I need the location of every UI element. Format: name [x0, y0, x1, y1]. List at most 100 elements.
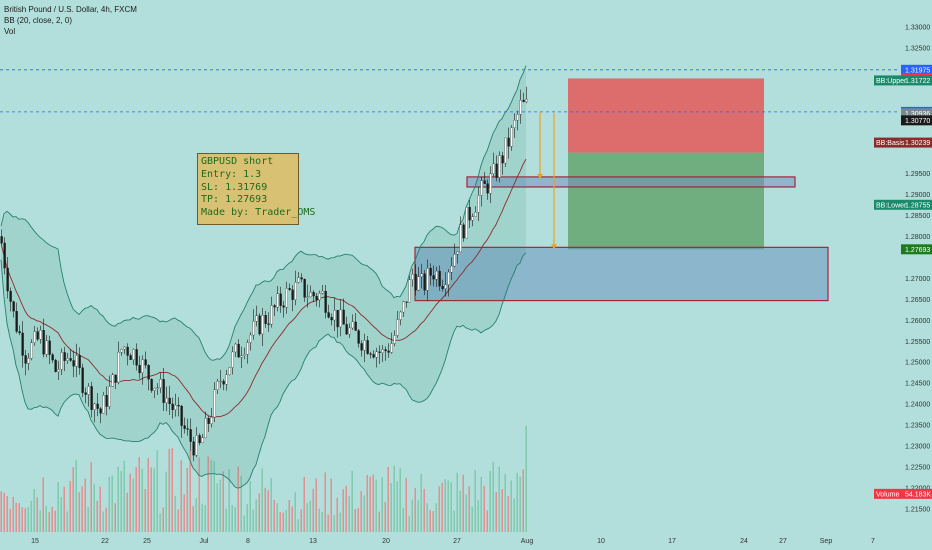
candle-body: [477, 195, 480, 213]
candle-body: [186, 428, 189, 430]
volume-bar: [321, 511, 323, 532]
volume-bar: [234, 507, 236, 532]
volume-bars: [0, 425, 527, 532]
candle-body: [60, 352, 63, 370]
price-tick-label: 1.26000: [905, 318, 930, 325]
time-tick-label: 27: [779, 538, 787, 545]
volume-bar: [294, 492, 296, 532]
candle-body: [396, 319, 399, 336]
symbol-title[interactable]: British Pound / U.S. Dollar, 4h, FXCM: [4, 5, 137, 14]
candle-body: [39, 330, 42, 340]
candle-body: [363, 340, 366, 351]
volume-indicator-label[interactable]: Vol: [4, 27, 16, 36]
volume-bar: [57, 482, 59, 532]
trade-note: GBPUSD short Entry: 1.3 SL: 1.31769 TP: …: [197, 153, 315, 225]
volume-bar: [510, 480, 512, 532]
volume-bar: [459, 490, 461, 532]
candle-body: [126, 346, 129, 356]
volume-bar: [330, 478, 332, 532]
candle-body: [6, 267, 9, 292]
upper-band: [0, 65, 527, 361]
candle-body: [225, 374, 228, 385]
candle-body: [12, 301, 15, 312]
volume-bar: [72, 467, 74, 532]
volume-bar: [411, 499, 413, 532]
candle-body: [468, 206, 471, 221]
candle-body: [288, 288, 291, 290]
volume-bar: [18, 503, 20, 532]
price-tick-label: 1.27000: [905, 276, 930, 283]
candle-body: [84, 392, 87, 395]
volume-bar: [303, 476, 305, 532]
candle-body: [111, 374, 114, 387]
time-tick-label: 22: [101, 538, 109, 545]
volume-bar: [489, 470, 491, 532]
indicator-tag-label: BB:Basis: [876, 140, 905, 147]
candle-body: [486, 183, 489, 194]
candle-body: [204, 418, 207, 438]
volume-bar: [417, 500, 419, 532]
volume-bar: [297, 519, 299, 532]
candle-body: [234, 343, 237, 353]
bb-indicator-label[interactable]: BB (20, close, 2, 0): [4, 16, 73, 25]
volume-bar: [120, 471, 122, 532]
resistance-box: [466, 176, 796, 188]
time-axis[interactable]: [0, 532, 932, 550]
volume-bar: [219, 479, 221, 532]
candle-body: [213, 389, 216, 418]
time-tick-label: 24: [740, 538, 748, 545]
volume-bar: [519, 476, 521, 532]
volume-bar: [432, 511, 434, 532]
volume-bar: [426, 503, 428, 532]
candle-body: [519, 100, 522, 115]
price-tag-label: 1.31975: [905, 67, 930, 74]
candle-body: [381, 349, 384, 353]
volume-bar: [462, 474, 464, 532]
take-profit-zone: [568, 152, 764, 250]
candle-body: [18, 331, 21, 334]
candle-body: [306, 296, 309, 298]
candle-body: [282, 305, 285, 308]
candle-body: [360, 343, 363, 351]
volume-bar: [84, 478, 86, 532]
volume-bar: [264, 487, 266, 532]
candle-body: [495, 163, 498, 178]
candle-body: [276, 293, 279, 308]
candle-body: [30, 342, 33, 359]
candle-body: [120, 349, 123, 353]
volume-bar: [165, 471, 167, 532]
note-line-sl: SL: 1.31769: [201, 181, 268, 193]
candle-body: [333, 310, 336, 321]
volume-bar: [156, 450, 158, 532]
volume-bar: [405, 478, 407, 532]
volume-bar: [384, 502, 386, 532]
volume-bar: [192, 506, 194, 532]
volume-bar: [483, 485, 485, 532]
candle-body: [72, 360, 75, 367]
candle-body: [438, 270, 441, 287]
candle-body: [267, 323, 270, 325]
volume-bar: [147, 458, 149, 532]
volume-bar: [177, 509, 179, 532]
price-axis[interactable]: [899, 0, 932, 532]
volume-bar: [183, 494, 185, 532]
volume-bar: [141, 468, 143, 532]
indicator-tag-label: Volume: [876, 491, 899, 498]
volume-bar: [225, 508, 227, 532]
time-tick-label: Jul: [200, 538, 209, 545]
price-tag: [901, 115, 932, 126]
volume-bar: [522, 469, 524, 532]
volume-bar: [36, 497, 38, 532]
volume-bar: [75, 460, 77, 532]
volume-bar: [393, 465, 395, 532]
candle-body: [426, 268, 429, 291]
candle-body: [75, 355, 78, 367]
volume-bar: [135, 467, 137, 532]
candle-body: [192, 441, 195, 456]
arrow-to-target-head: [551, 244, 557, 250]
volume-bar: [126, 492, 128, 532]
candle-body: [24, 355, 27, 364]
time-tick-label: Sep: [820, 538, 833, 545]
candle-body: [489, 173, 492, 194]
